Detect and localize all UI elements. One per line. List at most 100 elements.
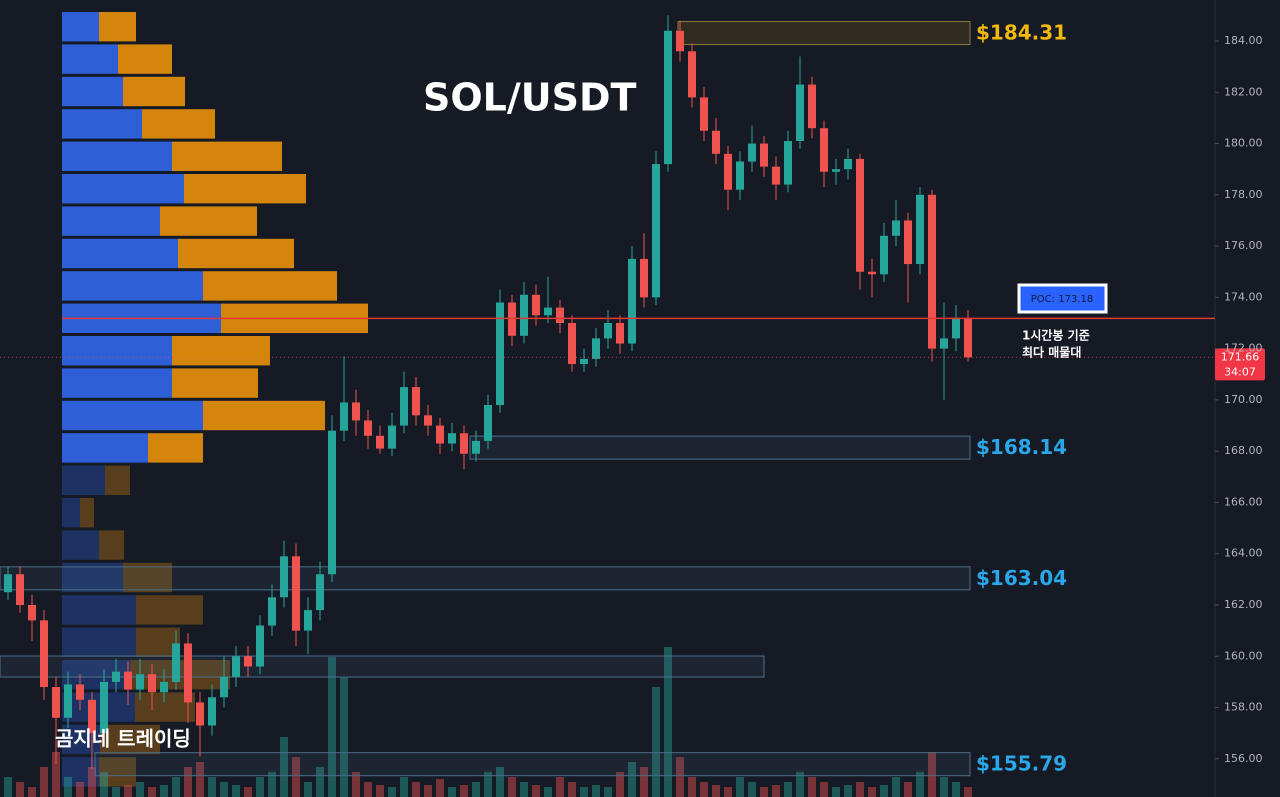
y-tick-label: 160.00 (1224, 649, 1263, 662)
candle-body (568, 323, 576, 365)
candle-body (400, 387, 408, 426)
candle-body (448, 433, 456, 444)
overlay: $184.31 $168.14 $163.04 $155.79 POC: 173.18 1… (0, 21, 1265, 776)
candle-body (220, 676, 228, 698)
volume-bar (724, 787, 732, 797)
volume-bar (4, 777, 12, 797)
volume-bar (736, 777, 744, 797)
y-tick-label: 180.00 (1224, 137, 1263, 150)
volume-bar (940, 777, 948, 797)
volume-bar (688, 777, 696, 797)
level-label: $168.14 (976, 435, 1067, 459)
profile-sell (99, 530, 124, 560)
volume-bar (712, 785, 720, 797)
candle-body (76, 684, 84, 700)
volume-bar (604, 787, 612, 797)
candle-body (172, 643, 180, 682)
volume-bar (952, 782, 960, 797)
candle-body (160, 681, 168, 693)
volume-bar (904, 782, 912, 797)
candle-body (532, 294, 540, 316)
candle-body (292, 556, 300, 631)
candle-body (4, 574, 12, 593)
volume-bar (856, 782, 864, 797)
candle-body (472, 440, 480, 454)
volume-bar (772, 785, 780, 797)
volume-bar (64, 777, 72, 797)
countdown: 34:07 (1224, 365, 1256, 378)
profile-buy (62, 336, 172, 366)
candle-body (88, 699, 96, 734)
profile-buy (62, 271, 203, 301)
profile-buy (62, 400, 203, 431)
candle-body (832, 169, 840, 172)
volume-bar (184, 767, 192, 797)
y-tick-label: 170.00 (1224, 393, 1263, 406)
candle-body (700, 97, 708, 131)
candle-body (388, 425, 396, 449)
candle-body (124, 671, 132, 690)
volume-bar (916, 772, 924, 797)
y-tick-label: 156.00 (1224, 752, 1263, 765)
volume-bar (292, 757, 300, 797)
volume-bar (436, 779, 444, 797)
candle-body (376, 435, 384, 449)
profile-buy (62, 238, 178, 269)
volume-bar (784, 782, 792, 797)
poc-note: 최다 매물대 (1022, 345, 1081, 360)
volume-bar (196, 762, 204, 797)
candle-body (496, 302, 504, 406)
volume-bar (880, 785, 888, 797)
poc-label: POC: 173.18 (1031, 294, 1093, 305)
volume-bar (652, 687, 660, 797)
volume-bar (868, 787, 876, 797)
volume-bar (304, 782, 312, 797)
last-price-label: 171.66 (1221, 350, 1260, 363)
volume-bar (88, 767, 96, 797)
profile-buy (62, 174, 184, 204)
volume-bar (52, 752, 60, 797)
candle-body (64, 684, 72, 718)
candle-body (352, 402, 360, 421)
volume-bar (460, 785, 468, 797)
profile-buy (62, 433, 148, 463)
level-zone (0, 566, 971, 591)
y-tick-label: 158.00 (1224, 701, 1263, 714)
volume-bar (316, 767, 324, 797)
candle-body (208, 697, 216, 726)
candle-body (964, 317, 972, 358)
candle-body (112, 671, 120, 682)
volume-bar (520, 782, 528, 797)
profile-buy (62, 757, 99, 787)
profile-sell (148, 433, 203, 463)
profile-buy (62, 562, 123, 593)
volume-bar (232, 785, 240, 797)
volume-bar (820, 782, 828, 797)
y-tick-label: 172.00 (1224, 342, 1263, 355)
candle-body (364, 420, 372, 436)
candle-body (928, 194, 936, 349)
profile-sell (160, 206, 257, 236)
volume-bar (892, 777, 900, 797)
candle-body (484, 405, 492, 441)
candle-body (796, 84, 804, 141)
volume-bar (616, 772, 624, 797)
y-tick-label: 162.00 (1224, 598, 1263, 611)
profile-sell (105, 465, 130, 495)
candle-body (148, 674, 156, 693)
volume-bar (472, 782, 480, 797)
profile-sell (172, 368, 258, 398)
volume-bar (544, 787, 552, 797)
volume-bar (964, 787, 972, 797)
volume-bar (568, 782, 576, 797)
candle-body (328, 430, 336, 575)
candle-body (748, 143, 756, 162)
candle-body (808, 84, 816, 129)
volume-bar (364, 782, 372, 797)
candle-body (940, 338, 948, 349)
profile-sell (172, 336, 270, 366)
volume-bar (76, 782, 84, 797)
level-label: $155.79 (976, 752, 1067, 776)
profile-buy (62, 595, 136, 625)
volume-bar (796, 772, 804, 797)
